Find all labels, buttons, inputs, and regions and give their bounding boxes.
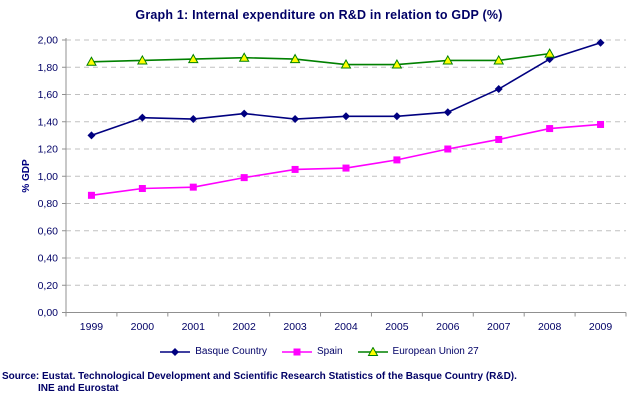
svg-text:1,80: 1,80 bbox=[38, 62, 59, 74]
svg-text:1,40: 1,40 bbox=[38, 116, 59, 128]
svg-text:2003: 2003 bbox=[283, 321, 307, 333]
legend-label-european-union-27: European Union 27 bbox=[392, 346, 479, 357]
gridlines bbox=[66, 39, 626, 286]
svg-text:0,40: 0,40 bbox=[38, 253, 59, 265]
chart-title: Graph 1: Internal expenditure on R&D in … bbox=[135, 8, 503, 22]
series-basque-country bbox=[87, 38, 605, 140]
european-union-27-line-marker-icon bbox=[357, 346, 388, 356]
svg-text:1,00: 1,00 bbox=[38, 171, 59, 183]
source-note: Source: Eustat. Technological Developmen… bbox=[2, 371, 517, 395]
svg-text:1,60: 1,60 bbox=[38, 89, 59, 101]
chart-legend: Basque Country Spain European Union 27 bbox=[0, 346, 638, 357]
svg-text:0,60: 0,60 bbox=[38, 225, 59, 237]
source-note-line-1: Source: Eustat. Technological Developmen… bbox=[2, 371, 517, 382]
svg-text:2008: 2008 bbox=[538, 321, 562, 333]
legend-label-spain: Spain bbox=[316, 346, 343, 357]
svg-text:2,00: 2,00 bbox=[38, 35, 59, 47]
svg-text:2002: 2002 bbox=[233, 321, 257, 333]
legend-item-spain: Spain bbox=[281, 346, 343, 357]
svg-text:2000: 2000 bbox=[131, 321, 155, 333]
svg-text:1999: 1999 bbox=[80, 321, 104, 333]
svg-text:0,80: 0,80 bbox=[38, 198, 59, 210]
svg-text:2006: 2006 bbox=[436, 321, 460, 333]
svg-text:2005: 2005 bbox=[385, 321, 409, 333]
svg-text:2007: 2007 bbox=[487, 321, 511, 333]
svg-text:0,20: 0,20 bbox=[38, 280, 59, 292]
svg-text:1,20: 1,20 bbox=[38, 144, 59, 156]
legend-label-basque-country: Basque Country bbox=[195, 346, 267, 357]
y-axis-tick-labels: 0,00 0,20 0,40 0,60 0,80 1,00 1,20 1,40 1,60 1,80… bbox=[38, 35, 59, 320]
svg-text:2004: 2004 bbox=[334, 321, 358, 333]
spain-line-marker-icon bbox=[281, 348, 312, 355]
basque-country-line-marker-icon bbox=[160, 347, 191, 356]
x-axis-tick-labels: 1999 2000 2001 2002 2003 2004 2005 2006 2007 2008… bbox=[80, 321, 613, 333]
legend-item-basque-country: Basque Country bbox=[159, 346, 267, 357]
source-note-line-2: INE and Eurostat bbox=[38, 383, 119, 394]
axes bbox=[62, 38, 627, 317]
svg-text:0,00: 0,00 bbox=[38, 307, 59, 319]
series-spain bbox=[87, 120, 605, 199]
svg-text:2001: 2001 bbox=[182, 321, 206, 333]
legend-item-european-union-27: European Union 27 bbox=[357, 346, 479, 357]
series-european-union-27 bbox=[86, 48, 555, 69]
svg-text:2009: 2009 bbox=[589, 321, 613, 333]
